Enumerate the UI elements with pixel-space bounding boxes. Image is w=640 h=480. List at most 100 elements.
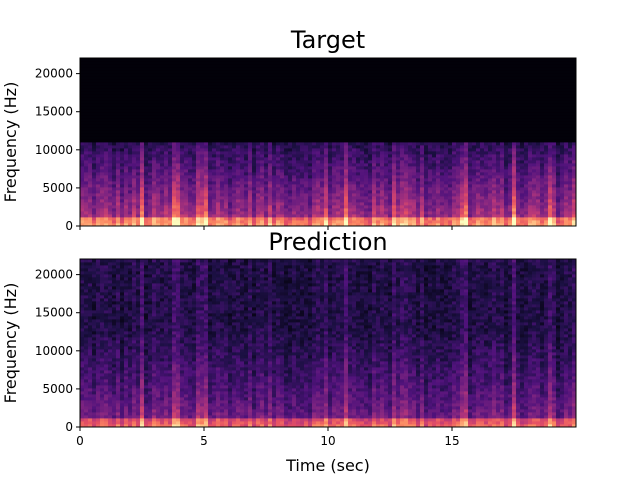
spectrogram-cell bbox=[276, 130, 281, 134]
spectrogram-cell bbox=[424, 106, 429, 110]
spectrogram-cell bbox=[356, 223, 361, 227]
spectrogram-cell bbox=[404, 193, 409, 197]
spectrogram-cell bbox=[308, 82, 313, 86]
spectrogram-cell bbox=[240, 124, 245, 128]
spectrogram-cell bbox=[220, 214, 225, 218]
spectrogram-cell bbox=[384, 196, 389, 200]
spectrogram-cell bbox=[288, 97, 293, 101]
spectrogram-cell bbox=[220, 58, 225, 62]
spectrogram-cell bbox=[232, 205, 237, 209]
spectrogram-cell bbox=[200, 133, 205, 137]
spectrogram-cell bbox=[112, 187, 117, 191]
spectrogram-cell bbox=[104, 214, 109, 218]
spectrogram-cell bbox=[80, 70, 85, 74]
spectrogram-cell bbox=[404, 196, 409, 200]
spectrogram-cell bbox=[328, 166, 333, 170]
spectrogram-cell bbox=[136, 88, 141, 92]
spectrogram-cell bbox=[244, 157, 249, 161]
spectrogram-cell bbox=[240, 208, 245, 212]
spectrogram-cell bbox=[420, 223, 425, 227]
spectrogram-cell bbox=[352, 109, 357, 113]
spectrogram-cell bbox=[320, 73, 325, 77]
spectrogram-cell bbox=[212, 172, 217, 176]
spectrogram-cell bbox=[140, 181, 145, 185]
spectrogram-cell bbox=[260, 214, 265, 218]
spectrogram-cell bbox=[348, 88, 353, 92]
spectrogram-cell bbox=[384, 151, 389, 155]
spectrogram-cell bbox=[284, 151, 289, 155]
spectrogram-cell bbox=[144, 136, 149, 140]
spectrogram-cell bbox=[356, 205, 361, 209]
spectrogram-cell bbox=[176, 139, 181, 143]
spectrogram-cell bbox=[196, 73, 201, 77]
spectrogram-cell bbox=[356, 73, 361, 77]
spectrogram-cell bbox=[176, 85, 181, 89]
spectrogram-cell bbox=[408, 145, 413, 149]
spectrogram-cell bbox=[268, 106, 273, 110]
spectrogram-cell bbox=[172, 175, 177, 179]
spectrogram-cell bbox=[120, 121, 125, 125]
spectrogram-cell bbox=[240, 193, 245, 197]
spectrogram-cell bbox=[340, 133, 345, 137]
spectrogram-cell bbox=[164, 79, 169, 83]
spectrogram-cell bbox=[320, 61, 325, 65]
spectrogram-cell bbox=[96, 202, 101, 206]
spectrogram-cell bbox=[92, 220, 97, 224]
spectrogram-cell bbox=[104, 208, 109, 212]
spectrogram-cell bbox=[272, 127, 277, 131]
spectrogram-cell bbox=[148, 163, 153, 167]
spectrogram-cell bbox=[304, 64, 309, 68]
spectrogram-cell bbox=[188, 70, 193, 74]
spectrogram-cell bbox=[156, 136, 161, 140]
spectrogram-cell bbox=[148, 217, 153, 221]
spectrogram-cell bbox=[428, 133, 433, 137]
spectrogram-cell bbox=[432, 112, 437, 116]
spectrogram-cell bbox=[168, 202, 173, 206]
spectrogram-cell bbox=[292, 58, 297, 62]
spectrogram-cell bbox=[276, 112, 281, 116]
spectrogram-cell bbox=[208, 214, 213, 218]
spectrogram-cell bbox=[332, 220, 337, 224]
spectrogram-cell bbox=[328, 163, 333, 167]
spectrogram-cell bbox=[408, 193, 413, 197]
spectrogram-cell bbox=[240, 151, 245, 155]
spectrogram-cell bbox=[428, 127, 433, 131]
spectrogram-cell bbox=[164, 61, 169, 65]
spectrogram-cell bbox=[116, 199, 121, 203]
spectrogram-cell bbox=[292, 64, 297, 68]
spectrogram-cell bbox=[432, 127, 437, 131]
spectrogram-cell bbox=[152, 172, 157, 176]
spectrogram-cell bbox=[252, 193, 257, 197]
spectrogram-cell bbox=[116, 94, 121, 98]
spectrogram-cell bbox=[124, 154, 129, 158]
spectrogram-cell bbox=[272, 193, 277, 197]
spectrogram-cell bbox=[428, 214, 433, 218]
spectrogram-cell bbox=[260, 172, 265, 176]
spectrogram-cell bbox=[136, 157, 141, 161]
spectrogram-cell bbox=[340, 58, 345, 62]
spectrogram-cell bbox=[108, 58, 113, 62]
spectrogram-cell bbox=[248, 70, 253, 74]
spectrogram-cell bbox=[328, 217, 333, 221]
spectrogram-cell bbox=[252, 130, 257, 134]
spectrogram-cell bbox=[244, 145, 249, 149]
spectrogram-cell bbox=[372, 103, 377, 107]
spectrogram-cell bbox=[288, 199, 293, 203]
spectrogram-cell bbox=[432, 79, 437, 83]
spectrogram-cell bbox=[392, 112, 397, 116]
spectrogram-cell bbox=[240, 136, 245, 140]
spectrogram-cell bbox=[412, 190, 417, 194]
spectrogram-cell bbox=[300, 142, 305, 146]
spectrogram-cell bbox=[384, 199, 389, 203]
spectrogram-cell bbox=[364, 157, 369, 161]
spectrogram-cell bbox=[276, 88, 281, 92]
spectrogram-cell bbox=[404, 112, 409, 116]
spectrogram-cell bbox=[364, 121, 369, 125]
spectrogram-cell bbox=[144, 181, 149, 185]
spectrogram-cell bbox=[188, 79, 193, 83]
spectrogram-cell bbox=[184, 109, 189, 113]
spectrogram-cell bbox=[208, 160, 213, 164]
spectrogram-cell bbox=[212, 133, 217, 137]
spectrogram-cell bbox=[84, 142, 89, 146]
spectrogram-cell bbox=[336, 142, 341, 146]
